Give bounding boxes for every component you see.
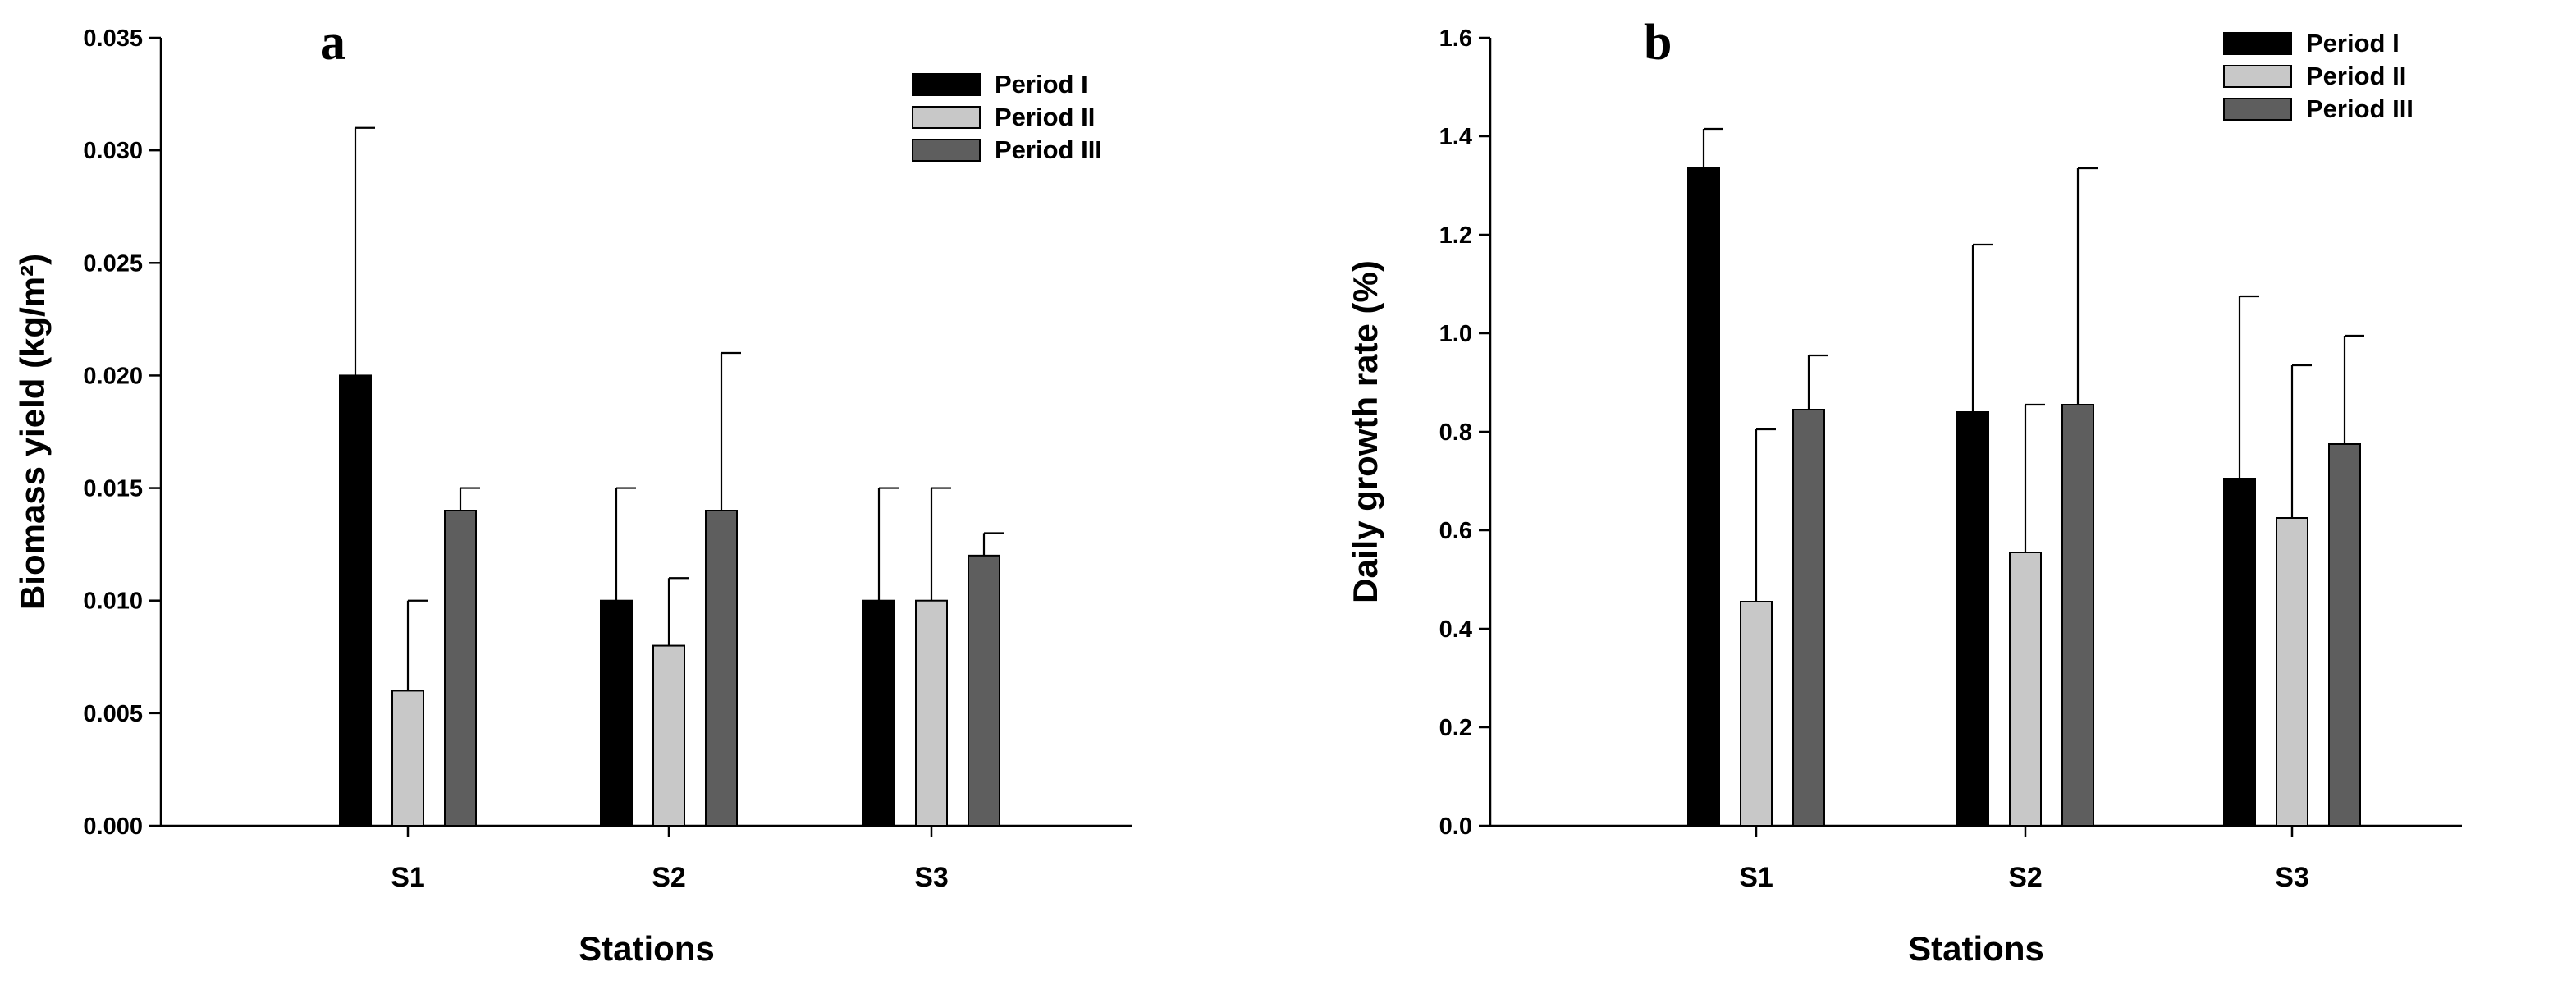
- x-category-label: S3: [2275, 862, 2309, 893]
- y-tick-label: 0.030: [83, 138, 143, 164]
- y-tick-label: 0.025: [83, 250, 143, 277]
- y-tick-label: 0.020: [83, 363, 143, 389]
- panel-letter: a: [320, 15, 345, 71]
- legend-swatch-series-3: [2223, 98, 2292, 121]
- bar-s1-series-1: [339, 374, 372, 827]
- bar-s3-series-1: [2223, 478, 2256, 827]
- y-tick-label: 0.015: [83, 476, 143, 502]
- y-tick-label: 0.010: [83, 589, 143, 615]
- y-tick-label: 0.6: [1439, 518, 1472, 544]
- bar-s1-series-2: [1740, 601, 1773, 827]
- y-axis-title: Biomass yield (kg/m²): [13, 254, 52, 610]
- legend-label: Period III: [2306, 94, 2414, 123]
- bar-s3-series-2: [2276, 517, 2308, 827]
- legend-swatch-series-3: [912, 139, 981, 162]
- legend-label: Period I: [995, 70, 1088, 98]
- panel-b-growth-rate-chart: 0.0 0.2 0.4 0.6 0.8 1.0 1.2 1.4 1.6 S1 S2 S3 Station…: [1346, 15, 2462, 968]
- x-category-label: S2: [652, 862, 686, 893]
- x-category-label: S1: [1739, 862, 1773, 893]
- bar-s2-series-2: [2009, 552, 2042, 827]
- bar-s2-series-1: [600, 599, 633, 827]
- legend-label: Period II: [995, 103, 1095, 131]
- x-category-label: S3: [914, 862, 949, 893]
- legend-label: Period II: [2306, 62, 2406, 90]
- bar-s2-series-1: [1956, 411, 1989, 827]
- legend-label: Period III: [995, 135, 1102, 164]
- panel-letter: b: [1644, 15, 1672, 71]
- y-axis-title: Daily growth rate (%): [1346, 260, 1384, 603]
- bar-s3-series-3: [968, 554, 1000, 827]
- y-tick-label: 0.035: [83, 25, 143, 52]
- x-category-label: S1: [391, 862, 425, 893]
- legend-swatch-series-2: [2223, 65, 2292, 88]
- bar-s1-series-1: [1687, 167, 1720, 827]
- legend-label: Period I: [2306, 29, 2400, 57]
- bar-s2-series-2: [652, 644, 685, 827]
- y-tick-label: 1.4: [1439, 124, 1472, 150]
- bar-s3-series-2: [915, 599, 948, 827]
- bar-s2-series-3: [2061, 404, 2094, 827]
- legend-swatch-series-1: [2223, 32, 2292, 55]
- bar-s2-series-3: [705, 510, 738, 827]
- legend-swatch-series-2: [912, 106, 981, 129]
- y-tick-label: 0.000: [83, 813, 143, 840]
- bar-s3-series-1: [862, 599, 895, 827]
- x-axis-title: Stations: [579, 929, 715, 968]
- bar-s3-series-3: [2328, 443, 2361, 827]
- y-tick-label: 0.0: [1439, 813, 1472, 840]
- y-tick-label: 0.2: [1439, 715, 1472, 741]
- bar-s1-series-2: [391, 690, 424, 827]
- y-tick-label: 0.005: [83, 701, 143, 727]
- x-category-label: S2: [2008, 862, 2043, 893]
- y-tick-label: 0.4: [1439, 616, 1472, 643]
- bar-s1-series-3: [444, 510, 477, 827]
- x-axis-title: Stations: [1908, 929, 2044, 968]
- y-tick-label: 0.8: [1439, 419, 1472, 446]
- bar-s1-series-3: [1792, 409, 1825, 827]
- y-tick-label: 1.6: [1439, 25, 1472, 52]
- y-tick-label: 1.2: [1439, 222, 1472, 249]
- legend-swatch-series-1: [912, 73, 981, 96]
- y-tick-label: 1.0: [1439, 321, 1472, 347]
- panel-a-biomass-chart: 0.000 0.005 0.010 0.015 0.020 0.025 0.030 0.035…: [13, 15, 1132, 968]
